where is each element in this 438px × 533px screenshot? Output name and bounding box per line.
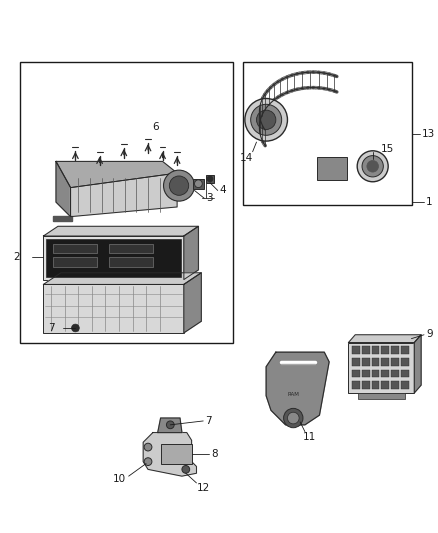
Polygon shape <box>349 335 421 343</box>
Text: 4: 4 <box>220 185 226 196</box>
Polygon shape <box>71 173 177 216</box>
Circle shape <box>207 176 213 182</box>
Circle shape <box>283 408 303 427</box>
Bar <box>358 393 405 399</box>
Bar <box>352 381 360 389</box>
Circle shape <box>144 458 152 465</box>
Circle shape <box>163 170 194 201</box>
Bar <box>372 358 379 366</box>
Bar <box>110 257 153 267</box>
Bar <box>362 369 370 377</box>
Polygon shape <box>53 216 73 222</box>
Bar <box>362 358 370 366</box>
Bar <box>391 346 399 354</box>
Polygon shape <box>414 335 421 393</box>
Bar <box>362 381 370 389</box>
Bar <box>352 346 360 354</box>
Polygon shape <box>143 433 197 476</box>
Circle shape <box>245 99 287 141</box>
Bar <box>381 381 389 389</box>
Text: 1: 1 <box>426 197 433 207</box>
Bar <box>401 358 409 366</box>
Bar <box>401 346 409 354</box>
Text: 6: 6 <box>152 122 159 132</box>
Polygon shape <box>158 418 182 433</box>
Bar <box>110 244 153 253</box>
Bar <box>53 244 97 253</box>
Circle shape <box>166 421 174 429</box>
Bar <box>381 369 389 377</box>
Circle shape <box>251 104 282 135</box>
Polygon shape <box>266 352 329 425</box>
Bar <box>391 369 399 377</box>
Circle shape <box>287 412 299 424</box>
Bar <box>352 369 360 377</box>
Polygon shape <box>184 227 198 280</box>
Circle shape <box>194 180 202 188</box>
Bar <box>391 358 399 366</box>
Circle shape <box>357 151 388 182</box>
Text: 3: 3 <box>206 193 213 203</box>
Text: 14: 14 <box>240 152 254 163</box>
Bar <box>46 239 181 277</box>
Bar <box>372 346 379 354</box>
Bar <box>401 369 409 377</box>
Text: 9: 9 <box>426 329 433 339</box>
Bar <box>381 358 389 366</box>
Bar <box>401 381 409 389</box>
Bar <box>372 381 379 389</box>
Text: 12: 12 <box>197 483 210 493</box>
Circle shape <box>144 443 152 451</box>
Bar <box>349 343 414 393</box>
Polygon shape <box>56 161 71 216</box>
Text: 13: 13 <box>422 130 435 139</box>
Polygon shape <box>56 161 177 188</box>
Bar <box>193 179 204 189</box>
Text: 7: 7 <box>205 416 212 426</box>
Text: 11: 11 <box>303 432 316 442</box>
Bar <box>352 358 360 366</box>
Text: 2: 2 <box>14 252 20 262</box>
Polygon shape <box>43 273 201 285</box>
Circle shape <box>182 465 190 473</box>
Polygon shape <box>43 227 198 236</box>
Bar <box>362 346 370 354</box>
Circle shape <box>257 110 276 130</box>
Bar <box>318 157 346 180</box>
Text: 15: 15 <box>381 144 394 154</box>
Polygon shape <box>184 273 201 333</box>
Bar <box>381 346 389 354</box>
Bar <box>161 444 191 464</box>
Bar <box>53 257 97 267</box>
Bar <box>206 175 214 183</box>
Circle shape <box>362 156 383 177</box>
Bar <box>243 62 413 205</box>
Circle shape <box>170 176 189 195</box>
Bar <box>391 381 399 389</box>
Bar <box>372 369 379 377</box>
Circle shape <box>71 324 79 332</box>
Text: RAM: RAM <box>287 392 299 397</box>
Text: 10: 10 <box>113 474 126 484</box>
Bar <box>20 62 233 343</box>
Text: 7: 7 <box>49 323 55 333</box>
Circle shape <box>367 160 378 172</box>
Bar <box>43 236 184 280</box>
Bar <box>43 285 184 333</box>
Text: 8: 8 <box>211 449 218 459</box>
